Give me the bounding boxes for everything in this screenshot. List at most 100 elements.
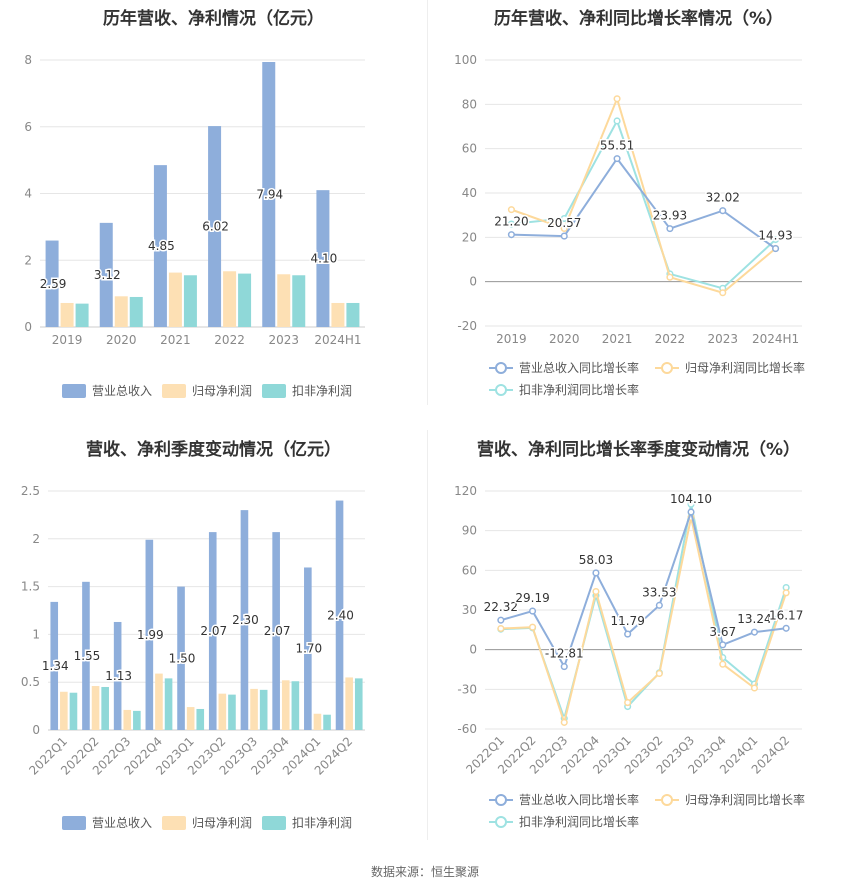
- bar: [186, 707, 195, 730]
- bar: [323, 714, 331, 730]
- bar: [113, 621, 122, 730]
- x-tick-label: 2022: [214, 333, 245, 347]
- panel-annual-revenue: 历年营收、净利情况（亿元） 0 2 4 6 8 2019 2020 2021 2022 2023 2…: [0, 0, 427, 410]
- x-tick-label: 2019: [496, 332, 527, 346]
- bar: [313, 713, 322, 730]
- data-label: 4.10: [311, 252, 338, 266]
- data-point: [529, 607, 537, 615]
- data-point: [687, 500, 695, 508]
- legend-swatch: [62, 384, 86, 398]
- data-label: 104.10: [670, 492, 712, 506]
- x-tick-label: 2022: [655, 332, 686, 346]
- data-label: 13.24: [737, 612, 771, 626]
- series-line: [511, 156, 777, 250]
- bar: [183, 275, 197, 327]
- panel-quarterly-revenue: 营收、净利季度变动情况（亿元） 0 0.5 1 1.5 2 2.5 2022Q1 2022Q2…: [0, 430, 427, 850]
- data-point: [750, 684, 759, 692]
- chart-title: 营收、净利季度变动情况（亿元）: [86, 440, 341, 460]
- data-label: 2.40: [327, 608, 354, 622]
- data-label: 1.34: [42, 659, 69, 673]
- legend-swatch: [162, 816, 186, 830]
- legend-label: 扣非净利润同比增长率: [519, 814, 639, 829]
- data-point: [624, 699, 632, 707]
- y-tick-label: 6: [24, 120, 32, 134]
- bar: [346, 302, 360, 327]
- chart-quarterly-revenue: 00.511.522.52022Q12022Q22022Q32022Q42023…: [21, 484, 365, 830]
- legend-swatch: [62, 816, 86, 830]
- y-tick-label: 0: [469, 275, 477, 289]
- data-label: 22.32: [484, 600, 518, 614]
- data-point: [719, 207, 727, 215]
- x-tick-label: 2021: [160, 333, 191, 347]
- y-tick-label: 60: [462, 142, 477, 156]
- bar: [82, 581, 90, 730]
- data-label: 1.55: [74, 649, 101, 663]
- y-tick-label: 4: [24, 187, 32, 201]
- data-label: 29.19: [515, 591, 549, 605]
- legend-label: 归母净利润同比增长率: [685, 792, 805, 807]
- data-label: 23.93: [653, 209, 687, 223]
- legend-swatch: [262, 384, 286, 398]
- data-point: [560, 232, 568, 240]
- y-tick-label: -30: [457, 682, 477, 696]
- data-point: [750, 628, 759, 636]
- data-label: 58.03: [579, 553, 613, 567]
- data-label: -12.81: [545, 647, 584, 661]
- series-line: [511, 118, 777, 290]
- data-label: 2.59: [40, 277, 67, 291]
- bar: [354, 678, 363, 730]
- panel-quarterly-growth: 营收、净利同比增长率季度变动情况（%） -60 -30 0 30 60 90 120 2022…: [427, 430, 850, 850]
- chart-title: 历年营收、净利同比增长率情况（%）: [493, 9, 784, 29]
- y-tick-label: 0.5: [21, 675, 40, 689]
- legend-label: 归母净利润: [192, 384, 252, 398]
- bar: [168, 272, 182, 327]
- series-line: [500, 517, 788, 727]
- data-point: [687, 508, 695, 516]
- y-tick-label: 90: [462, 524, 477, 538]
- y-tick-label: 2: [32, 532, 40, 546]
- data-point: [772, 245, 780, 253]
- data-label: 20.57: [547, 216, 581, 230]
- data-label: 11.79: [610, 614, 644, 628]
- y-tick-label: 0: [32, 723, 40, 737]
- x-tick-label: 2020: [549, 332, 580, 346]
- bar: [238, 273, 252, 327]
- data-point: [497, 624, 505, 633]
- data-label: 1.70: [295, 642, 322, 656]
- chart-quarterly-growth: -60-3003060901202022Q12022Q22022Q32022Q4…: [454, 484, 805, 829]
- data-point: [719, 660, 727, 668]
- x-tick-label: 2023: [707, 332, 738, 346]
- data-label: 2.07: [200, 624, 227, 638]
- legend-swatch: [262, 816, 286, 830]
- data-point: [507, 231, 515, 239]
- data-point: [560, 214, 568, 223]
- bar: [75, 303, 89, 327]
- data-label: 33.53: [642, 585, 676, 599]
- data-point: [529, 623, 537, 631]
- y-tick-label: 2.5: [21, 484, 40, 498]
- y-tick-label: -20: [457, 319, 477, 333]
- legend-label: 营业总收入: [92, 384, 152, 398]
- y-tick-label: -60: [457, 722, 477, 736]
- data-label: 1.50: [169, 651, 196, 665]
- data-point: [655, 601, 663, 609]
- bar: [177, 586, 185, 730]
- bar: [272, 532, 280, 730]
- legend-label: 扣非净利润: [292, 816, 352, 830]
- data-source: 数据来源：恒生聚源: [370, 865, 479, 879]
- data-point: [592, 587, 600, 596]
- data-label: 1.13: [105, 669, 132, 683]
- bar: [101, 686, 109, 730]
- legend-swatch-marker: [661, 362, 673, 374]
- bar: [335, 500, 344, 730]
- y-tick-label: 80: [462, 97, 477, 111]
- legend-swatch-marker: [495, 362, 507, 374]
- x-tick-label: 2023: [268, 333, 299, 347]
- data-point: [592, 569, 600, 577]
- bar: [331, 302, 345, 327]
- bar: [277, 274, 291, 327]
- legend-swatch-marker: [661, 794, 673, 806]
- divider: [427, 0, 428, 405]
- data-label: 3.12: [94, 268, 121, 282]
- x-tick-label: 2019: [52, 333, 83, 347]
